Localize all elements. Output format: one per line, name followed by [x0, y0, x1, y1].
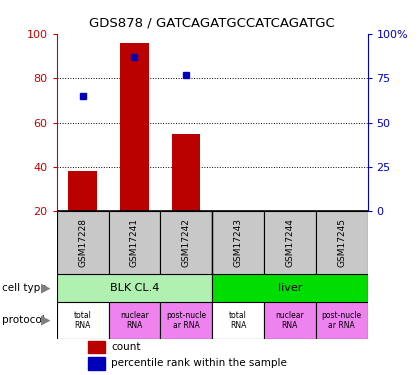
Text: BLK CL.4: BLK CL.4	[110, 283, 159, 293]
Text: total
RNA: total RNA	[74, 310, 92, 330]
Text: liver: liver	[278, 283, 302, 293]
Bar	[57, 211, 108, 273]
Bar	[172, 134, 200, 212]
Text: nuclear
RNA: nuclear RNA	[276, 310, 304, 330]
Text: GSM17228: GSM17228	[78, 218, 87, 267]
Text: GSM17242: GSM17242	[182, 218, 191, 267]
Bar	[57, 302, 108, 339]
Text: cell type: cell type	[2, 283, 47, 293]
Bar	[212, 302, 264, 339]
Bar	[316, 302, 368, 339]
Bar	[88, 357, 105, 370]
Bar	[212, 211, 264, 273]
Text: protocol: protocol	[2, 315, 45, 326]
Bar	[120, 43, 149, 211]
Bar	[108, 211, 160, 273]
Text: GSM17245: GSM17245	[337, 218, 346, 267]
Text: ▶: ▶	[41, 314, 50, 327]
Text: count: count	[111, 342, 141, 352]
Bar	[316, 211, 368, 273]
Text: nuclear
RNA: nuclear RNA	[120, 310, 149, 330]
Bar	[88, 341, 105, 353]
Bar	[160, 211, 212, 273]
Text: percentile rank within the sample: percentile rank within the sample	[111, 358, 287, 368]
Bar	[68, 171, 97, 211]
Bar	[57, 273, 212, 302]
Text: GSM17244: GSM17244	[285, 218, 294, 267]
Text: total
RNA: total RNA	[229, 310, 247, 330]
Text: GSM17241: GSM17241	[130, 218, 139, 267]
Bar	[108, 302, 160, 339]
Text: post-nucle
ar RNA: post-nucle ar RNA	[322, 310, 362, 330]
Text: GDS878 / GATCAGATGCCATCAGATGC: GDS878 / GATCAGATGCCATCAGATGC	[89, 17, 335, 30]
Bar	[212, 273, 368, 302]
Bar	[264, 211, 316, 273]
Bar	[160, 302, 212, 339]
Text: post-nucle
ar RNA: post-nucle ar RNA	[166, 310, 206, 330]
Bar	[264, 302, 316, 339]
Text: ▶: ▶	[41, 281, 50, 294]
Text: GSM17243: GSM17243	[234, 218, 242, 267]
